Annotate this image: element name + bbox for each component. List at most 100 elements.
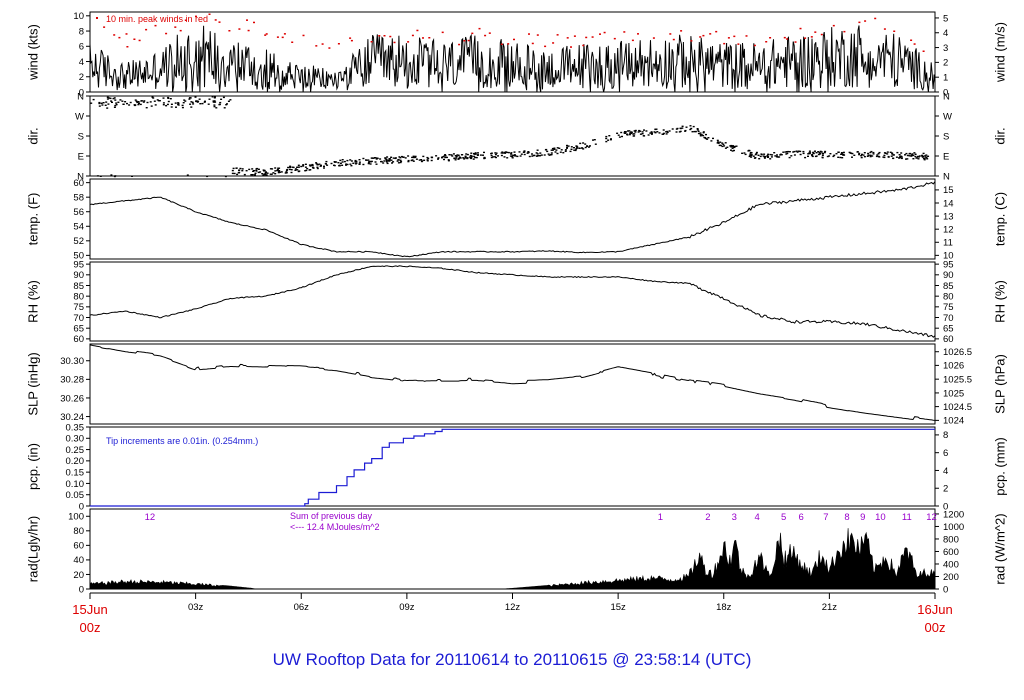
dir-point: [752, 155, 755, 157]
dir-point: [892, 154, 895, 156]
wind-peak-point: [753, 44, 756, 47]
dir-point: [570, 148, 573, 150]
dir-point: [700, 134, 703, 136]
dir-point: [689, 125, 692, 127]
dir-point: [110, 100, 113, 102]
dir-point: [402, 156, 405, 158]
dir-point: [135, 100, 138, 102]
pcp-left-tick-label: 0.05: [66, 490, 85, 501]
wind-left-tick-label: 8: [79, 26, 84, 37]
dir-point: [837, 156, 840, 158]
wind-peak-point: [118, 36, 121, 39]
dir-point: [316, 166, 319, 168]
dir-point: [621, 135, 623, 138]
dir-point: [918, 155, 921, 157]
dir-point: [692, 125, 695, 128]
slp-panel-frame: [89, 343, 936, 425]
dir-point: [678, 131, 681, 133]
dir-point: [294, 169, 297, 171]
dir-point: [201, 102, 204, 105]
dir-point: [133, 104, 136, 106]
wind-peak-point: [422, 37, 424, 39]
dir-point: [189, 97, 192, 99]
dir-point: [431, 156, 434, 159]
dir-point: [473, 155, 476, 158]
wind-peak-point: [103, 26, 106, 28]
dir-point: [398, 156, 401, 158]
dir-point: [292, 166, 295, 169]
wind-peak-point: [544, 45, 547, 48]
dir-point: [578, 147, 581, 149]
dir-point: [223, 107, 226, 109]
dir-point: [551, 147, 554, 150]
wind-peak-point: [126, 46, 129, 48]
dir-point: [304, 170, 307, 172]
dir-point: [922, 155, 925, 158]
rad-left-tick-label: 40: [73, 555, 84, 566]
dir-point: [464, 157, 467, 159]
dir-point: [341, 159, 344, 161]
wind-peak-point: [832, 24, 835, 27]
dir-point: [213, 97, 216, 99]
dir-point: [799, 153, 802, 156]
dir-point: [195, 100, 198, 102]
dir-point: [790, 155, 793, 157]
dir-point: [638, 129, 641, 132]
dir-point: [170, 106, 173, 108]
dir-point: [257, 171, 260, 174]
pcp-left-tick-label: 0.20: [66, 456, 85, 467]
dir-point: [807, 153, 810, 155]
dir-point: [842, 151, 845, 154]
rad-hour-label: 6: [799, 512, 804, 523]
slp-right-tick-label: 1025.5: [943, 374, 972, 385]
wind-peak-point: [531, 42, 534, 45]
dir-point: [266, 172, 269, 174]
dir-point: [904, 154, 906, 156]
dir-point: [385, 159, 388, 161]
dir-point: [203, 101, 206, 103]
wind-peak-point: [613, 37, 616, 40]
dir-point: [743, 152, 746, 154]
dir-point: [755, 151, 758, 154]
dir-point: [457, 157, 460, 160]
dir-point: [643, 135, 646, 137]
dir-point: [548, 154, 551, 156]
pcp-left-tick-label: 0.30: [66, 434, 85, 445]
dir-point: [891, 152, 894, 154]
dir-point: [170, 103, 173, 105]
dir-point: [922, 157, 925, 160]
rh-left-axis-label: RH (%): [26, 280, 41, 323]
dir-point: [335, 161, 338, 163]
dir-point: [339, 159, 342, 162]
dir-point: [330, 162, 333, 165]
dir-point: [350, 160, 353, 162]
dir-point: [870, 150, 873, 153]
dir-point: [270, 173, 273, 175]
wind-peak-point: [291, 41, 294, 43]
dir-point: [143, 100, 146, 102]
dir-point: [190, 101, 193, 103]
rh-left-tick-label: 70: [73, 313, 84, 324]
dir-point: [710, 140, 713, 142]
dir-point: [399, 159, 402, 161]
dir-point: [349, 163, 352, 165]
dir-point: [233, 172, 236, 175]
dir-point: [423, 159, 426, 161]
dir-point: [871, 155, 874, 157]
dir-point: [316, 167, 319, 170]
wind-peak-point: [820, 33, 823, 36]
dir-point: [523, 153, 526, 156]
dir-point: [556, 147, 559, 149]
dir-point: [477, 152, 479, 154]
wind-peak-point: [154, 24, 157, 27]
dir-point: [724, 147, 727, 149]
dir-point: [152, 97, 155, 99]
rh-right-tick-label: 60: [943, 334, 954, 345]
wind-series: [89, 13, 936, 93]
dir-point: [685, 126, 688, 128]
dir-point: [560, 149, 563, 151]
dir-point: [333, 161, 336, 163]
dir-point: [582, 148, 585, 150]
dir-point: [262, 174, 265, 176]
dir-point: [650, 133, 653, 135]
